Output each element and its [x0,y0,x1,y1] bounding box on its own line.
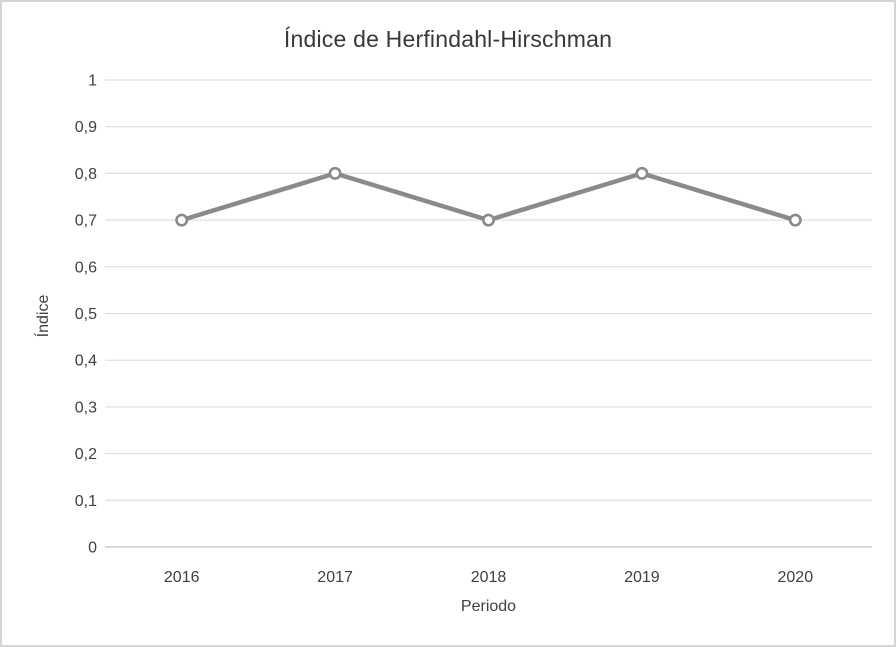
y-tick-label: 0,1 [75,493,97,510]
y-tick-label: 1 [88,73,97,90]
y-tick-label: 0,7 [75,213,97,230]
data-point-marker [175,213,189,227]
y-tick-label: 0,3 [75,399,97,416]
data-point-marker [328,166,342,180]
x-axis-title: Periodo [460,598,517,615]
data-point-marker [635,166,649,180]
x-tick-label: 2018 [471,569,507,586]
y-tick-label: 0,5 [75,306,97,323]
data-point-marker [788,213,802,227]
x-tick-label: 2017 [317,569,353,586]
y-tick-label: 0,6 [75,259,97,276]
y-tick-label: 0,9 [75,119,97,136]
chart-title: Índice de Herfindahl-Hirschman [283,26,613,52]
x-tick-label: 2019 [624,569,660,586]
x-tick-label: 2020 [778,569,814,586]
x-tick-label: 2016 [164,569,200,586]
y-tick-label: 0,2 [75,446,97,463]
y-tick-label: 0,8 [75,166,97,183]
series-line [179,171,798,223]
y-tick-label: 0 [88,540,97,557]
y-tick-label: 0,4 [75,353,97,370]
data-point-marker [481,213,495,227]
